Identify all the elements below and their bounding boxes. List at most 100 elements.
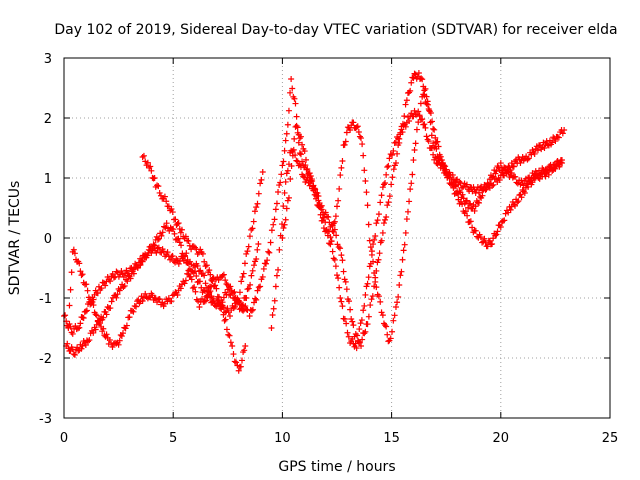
data-point <box>172 236 179 243</box>
data-point <box>189 285 196 292</box>
data-point <box>543 166 550 173</box>
data-point <box>382 216 389 223</box>
data-point <box>224 305 231 312</box>
data-point <box>343 286 350 293</box>
data-point <box>303 166 310 173</box>
data-point <box>121 282 128 289</box>
data-point <box>263 260 270 267</box>
data-point <box>130 270 137 277</box>
data-point <box>189 268 196 275</box>
data-point <box>116 337 123 344</box>
data-point <box>403 216 410 223</box>
data-point <box>287 176 294 183</box>
data-point <box>282 178 289 185</box>
data-point <box>220 271 227 278</box>
data-point <box>231 358 238 365</box>
data-point <box>392 304 399 311</box>
data-point <box>350 119 357 126</box>
data-point <box>392 159 399 166</box>
data-point <box>224 282 231 289</box>
data-point <box>172 216 179 223</box>
data-point <box>489 240 496 247</box>
data-point <box>472 227 479 234</box>
data-point <box>126 314 133 321</box>
data-point <box>512 173 519 180</box>
data-point <box>430 140 437 147</box>
data-point <box>280 158 287 165</box>
data-point <box>399 120 406 127</box>
data-point <box>123 322 130 329</box>
data-point <box>155 183 162 190</box>
data-point <box>372 278 379 285</box>
data-point <box>235 299 242 306</box>
data-point <box>333 232 340 239</box>
data-point <box>362 177 369 184</box>
data-point <box>378 309 385 316</box>
data-point <box>249 306 256 313</box>
data-point <box>246 313 253 319</box>
data-point <box>377 298 384 305</box>
data-point <box>415 70 422 77</box>
data-point <box>386 155 393 162</box>
data-point <box>188 276 195 283</box>
data-point <box>347 126 354 133</box>
data-point <box>104 304 111 311</box>
data-point <box>241 347 248 354</box>
data-point <box>417 100 424 107</box>
data-point <box>295 139 302 146</box>
data-point <box>379 312 386 319</box>
data-point <box>79 271 86 278</box>
data-point <box>110 274 117 281</box>
data-point <box>366 237 373 244</box>
data-point <box>223 326 230 333</box>
data-point <box>202 280 209 287</box>
data-point <box>494 228 501 235</box>
data-point <box>436 156 443 163</box>
data-point <box>383 171 390 178</box>
data-point <box>199 250 206 257</box>
data-point <box>396 139 403 146</box>
data-point <box>148 167 155 174</box>
data-point <box>449 172 456 179</box>
data-point <box>66 302 73 309</box>
data-point <box>275 188 282 195</box>
data-point <box>462 208 469 215</box>
y-tick-label: -1 <box>39 292 52 307</box>
data-point <box>188 246 195 253</box>
data-point <box>130 308 137 315</box>
data-point <box>260 265 267 272</box>
data-point <box>199 295 206 302</box>
data-point <box>531 150 538 157</box>
data-point <box>383 213 390 220</box>
data-point <box>338 252 345 259</box>
data-point <box>561 127 568 133</box>
data-point <box>492 175 499 182</box>
data-point <box>371 236 378 243</box>
data-point <box>291 135 298 142</box>
data-point <box>514 199 521 206</box>
data-point <box>281 147 288 154</box>
data-point <box>181 280 188 287</box>
data-point <box>490 181 497 188</box>
data-point <box>410 157 417 164</box>
data-point <box>201 258 208 265</box>
data-point <box>202 287 209 294</box>
data-point <box>433 145 440 152</box>
data-point <box>434 138 441 145</box>
data-point <box>355 338 362 345</box>
data-point <box>375 211 382 218</box>
data-point <box>486 237 493 244</box>
data-point <box>342 138 349 145</box>
data-point <box>182 233 189 240</box>
data-point <box>157 192 164 199</box>
data-point <box>544 168 551 175</box>
data-point <box>171 230 178 237</box>
data-point <box>408 79 415 86</box>
data-point <box>367 244 374 251</box>
data-point <box>90 302 97 309</box>
data-point <box>493 168 500 175</box>
data-point <box>279 235 286 241</box>
data-point <box>222 316 229 323</box>
data-point <box>504 168 511 175</box>
grid-lines <box>64 58 610 418</box>
